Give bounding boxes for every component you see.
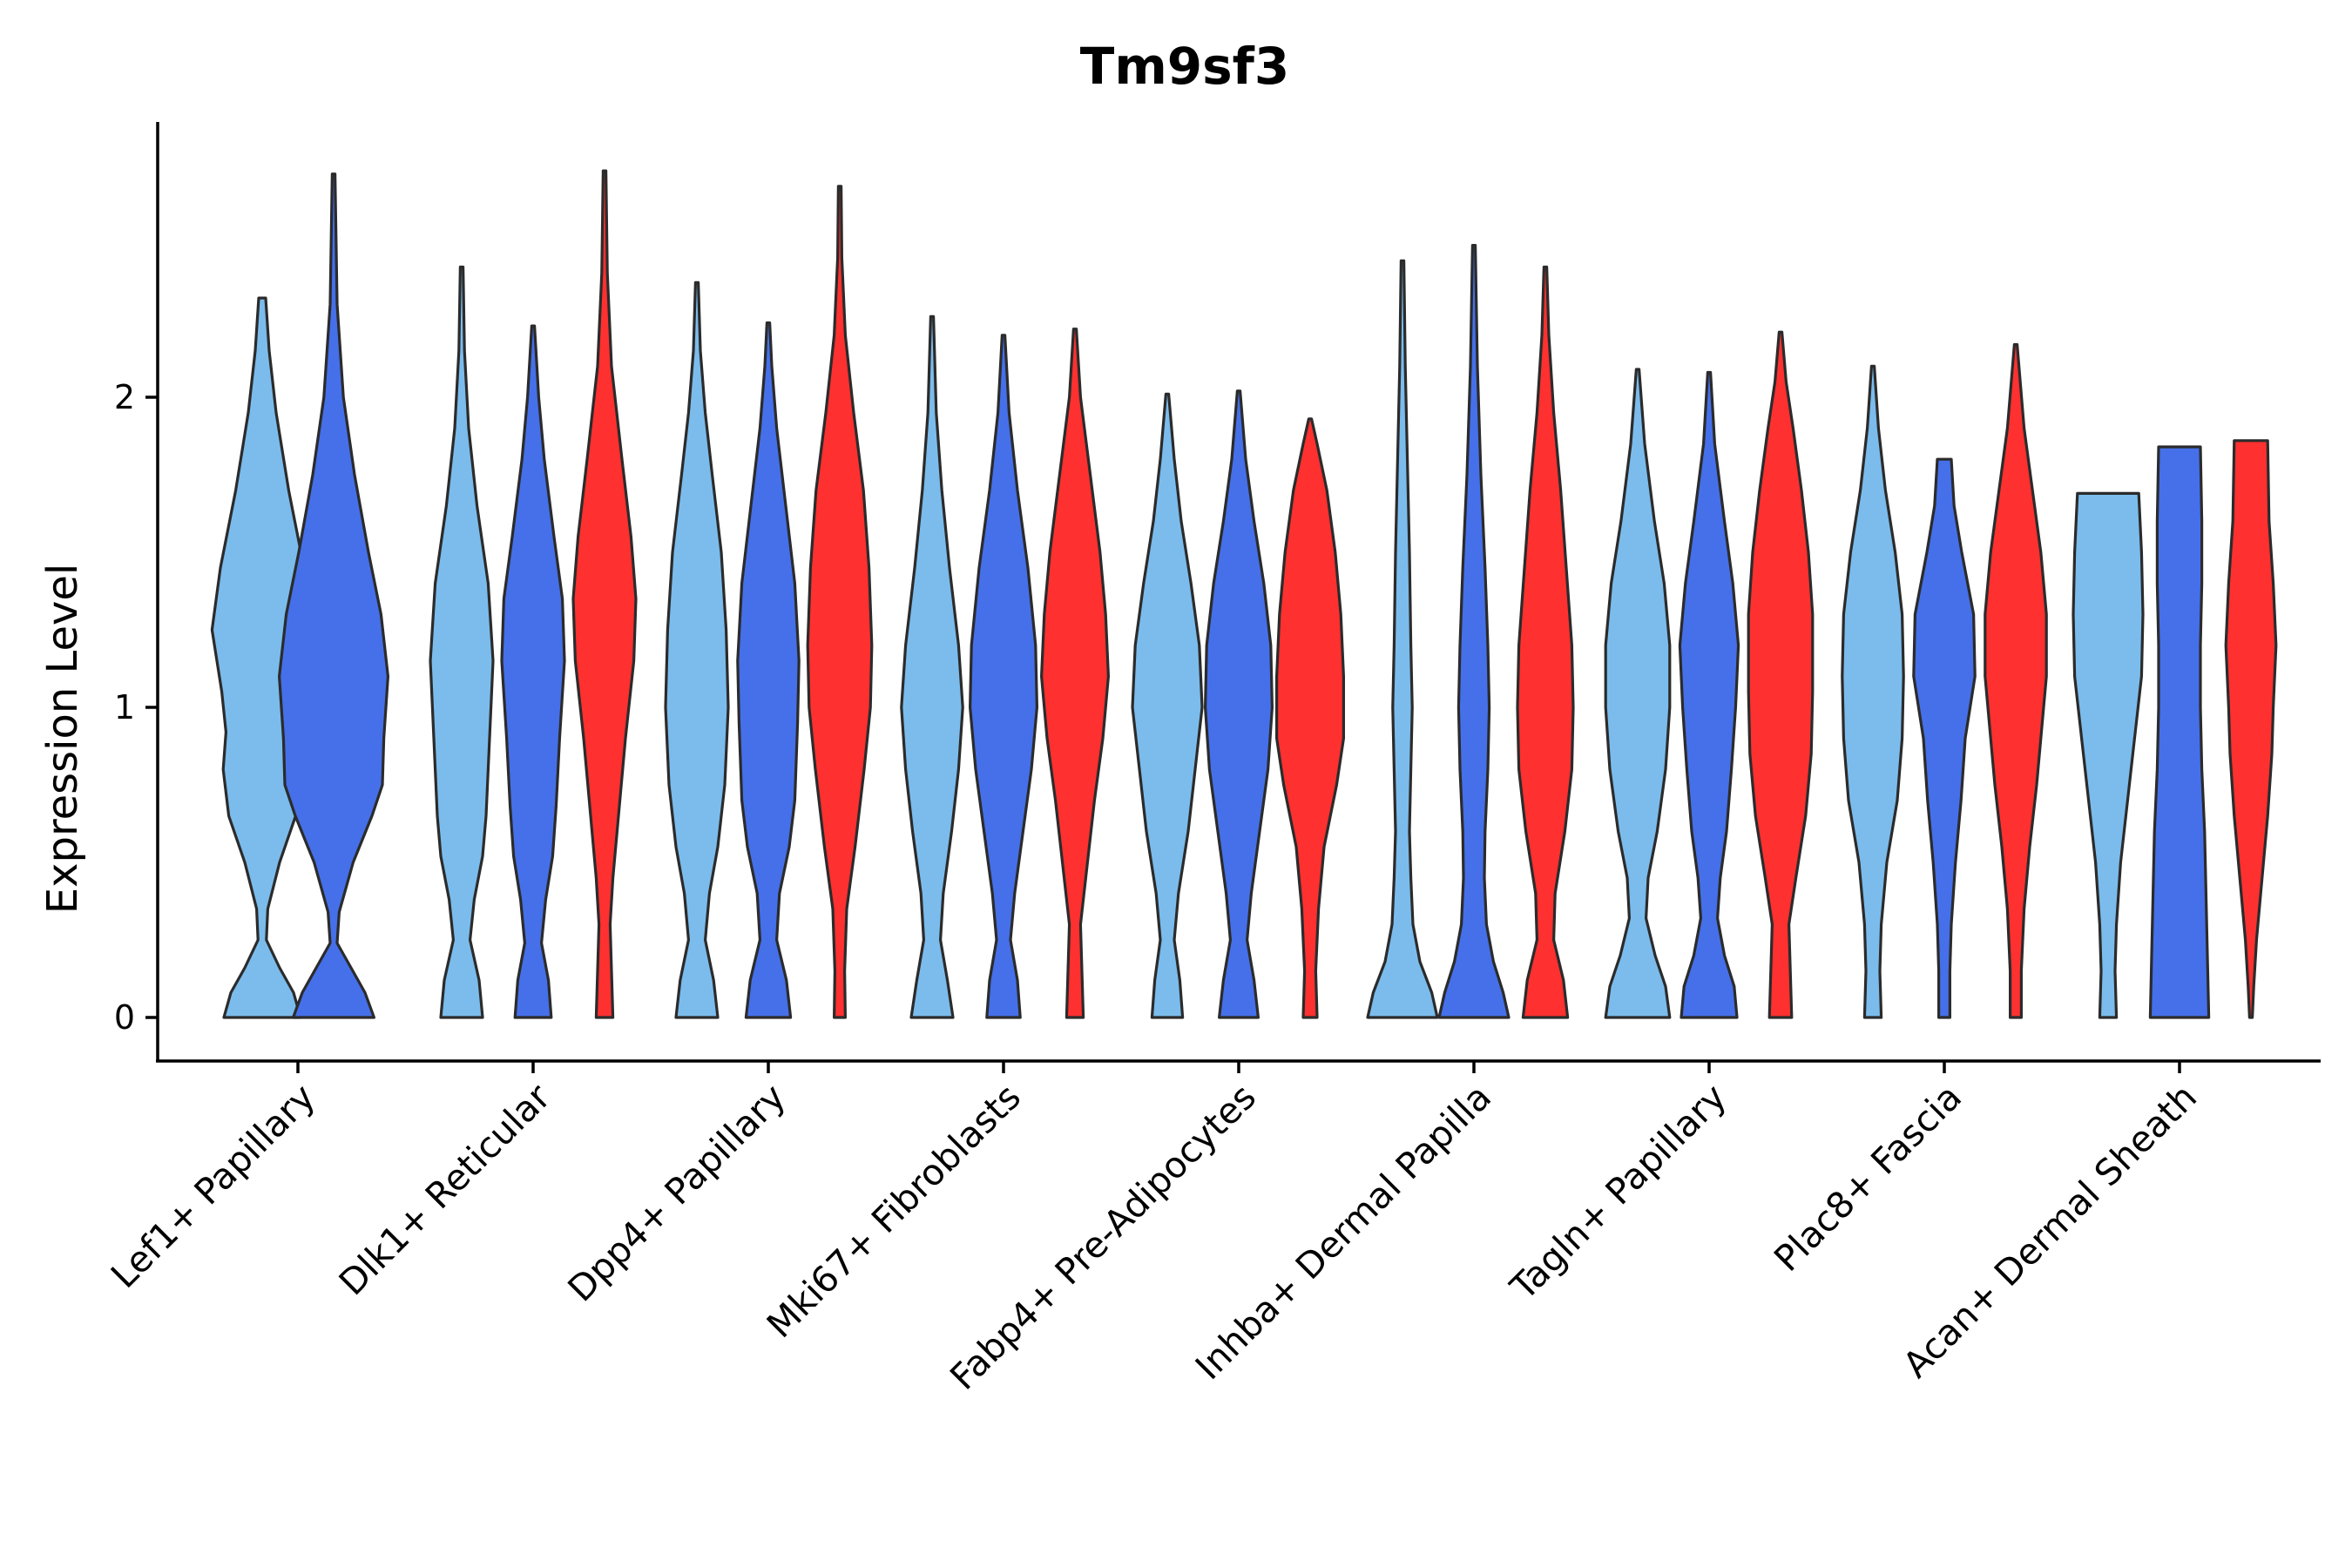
y-tick-label: 0 [114,998,135,1037]
x-category-label: Dpp4+ Papillary [560,1076,794,1309]
x-category-label: Mki67+ Fibroblasts [759,1076,1029,1346]
violin-cat6-s2 [1747,330,1815,1019]
violin-cat1-s2 [571,169,638,1019]
violin-cat0-s0 [210,296,314,1019]
y-axis-ticks: 0 1 2 [114,378,158,1037]
violin-cat7-s1 [1912,457,1977,1019]
violin-cat4-s1 [1204,389,1274,1019]
y-axis-label: Expression Level [38,564,87,915]
violin-cat3-s2 [1040,328,1110,1019]
violin-cat2-s0 [664,280,730,1019]
violin-cat0-s1 [278,172,389,1019]
x-category-label: Tagln+ Papillary [1502,1076,1734,1308]
violin-cat6-s0 [1604,368,1672,1019]
violin-cat8-s0 [2072,491,2145,1019]
x-category-label: Plac8+ Fascia [1766,1076,1970,1280]
y-tick-label: 1 [114,688,135,727]
violin-cat6-s1 [1678,370,1740,1019]
violin-cat4-s0 [1131,392,1204,1019]
violin-cat5-s1 [1437,244,1511,1019]
violin-cat3-s0 [900,314,964,1019]
chart-title: Tm9sf3 [1080,37,1289,96]
violin-cat3-s1 [969,334,1038,1019]
violin-cat1-s1 [500,324,566,1019]
violin-cat2-s2 [806,185,874,1019]
violin-cat7-s0 [1841,364,1905,1019]
violin-cat8-s1 [2148,445,2211,1019]
violin-cat2-s1 [736,321,801,1019]
violin-group [210,169,2278,1019]
x-category-label: Dlk1+ Reticular [331,1076,558,1303]
violin-cat8-s2 [2224,439,2278,1019]
y-tick-label: 2 [114,378,135,416]
x-category-label: Lef1+ Papillary [103,1076,323,1296]
x-axis-ticks: Lef1+ Papillary Dlk1+ Reticular Dpp4+ Papi… [103,1061,2205,1398]
violin-cat4-s2 [1275,417,1345,1019]
violin-cat5-s2 [1516,265,1575,1019]
violin-cat7-s2 [1984,342,2048,1019]
violin-cat1-s0 [429,265,495,1019]
violin-cat5-s0 [1366,259,1439,1019]
